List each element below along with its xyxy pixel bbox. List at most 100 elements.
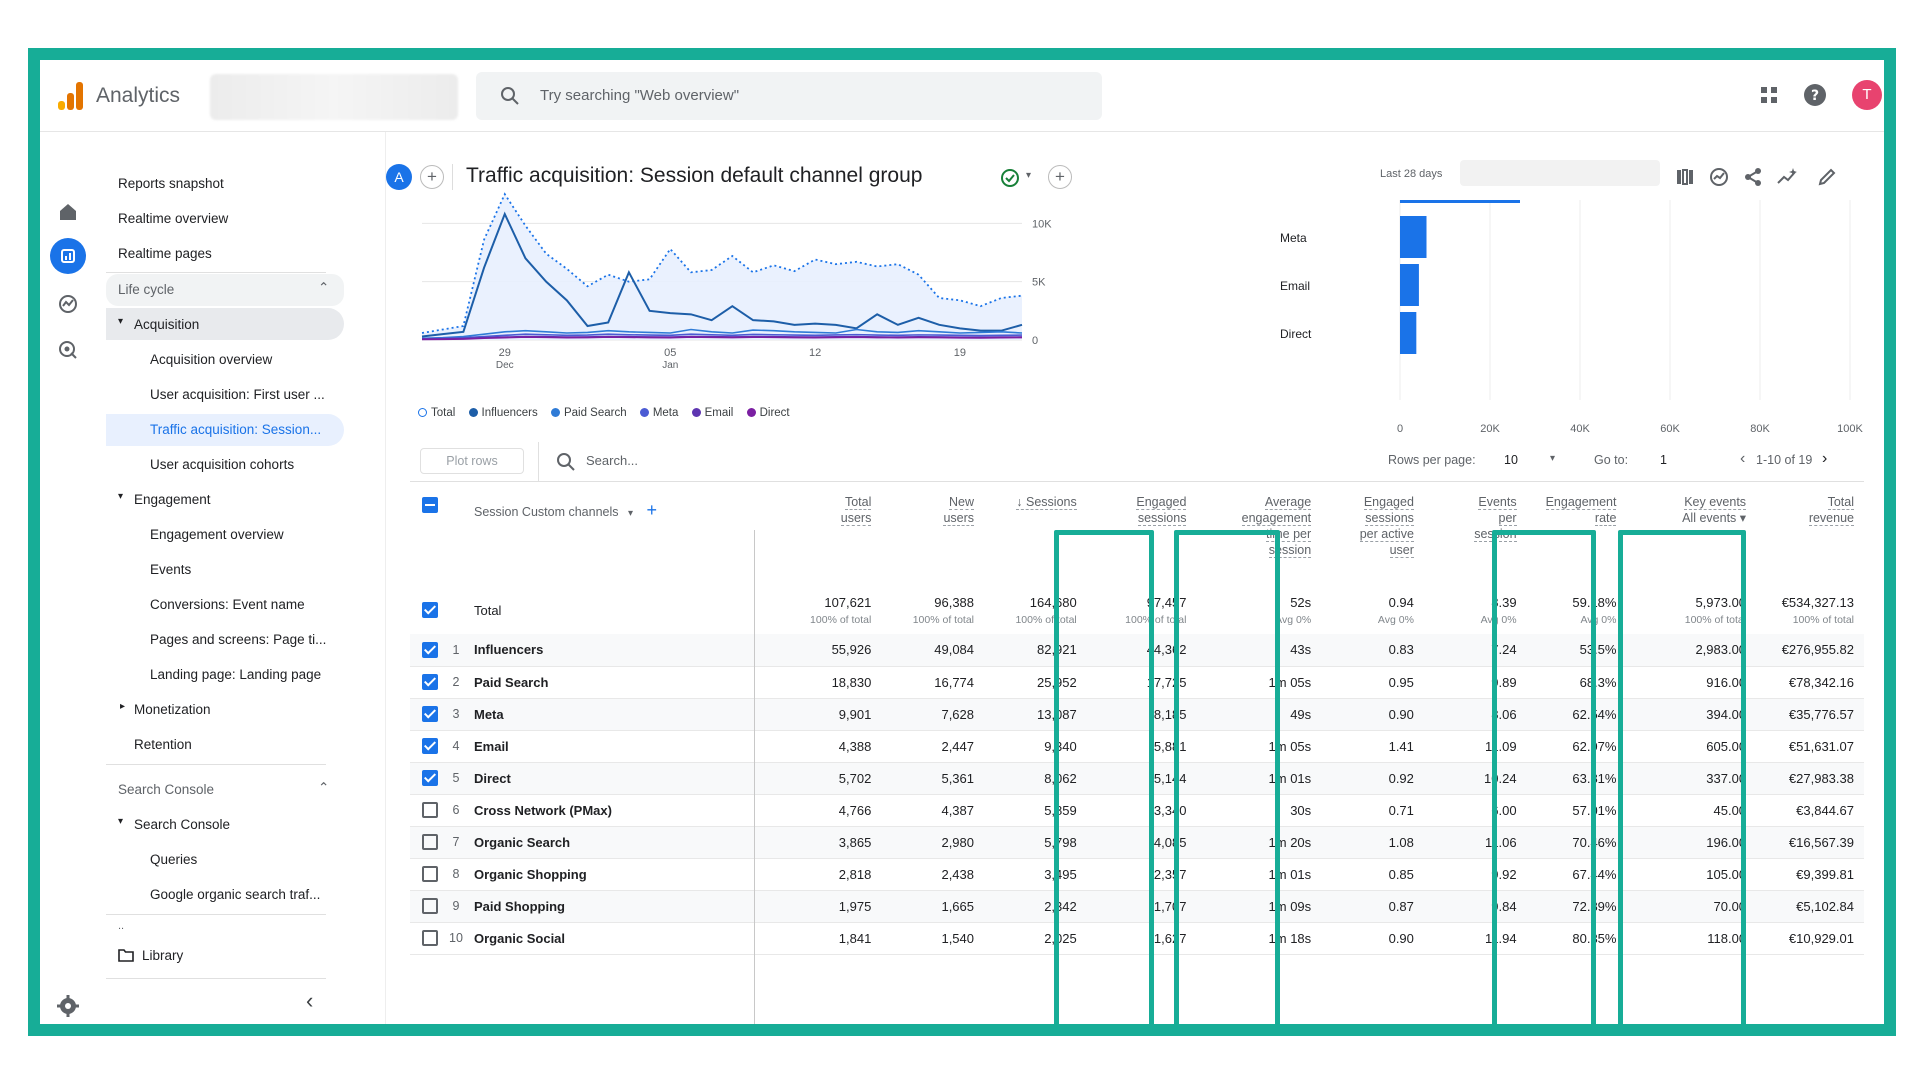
home-icon[interactable] bbox=[54, 198, 82, 226]
sidebar-item-realtime-overview[interactable]: Realtime overview bbox=[118, 211, 229, 226]
row-channel-name[interactable]: Paid Shopping bbox=[473, 890, 779, 923]
lifecycle-section-label[interactable]: Life cycle bbox=[118, 282, 175, 297]
analytics-logo-icon[interactable] bbox=[58, 82, 84, 110]
sidebar-item-traffic-acquisition[interactable]: Traffic acquisition: Session... bbox=[150, 422, 322, 437]
rows-per-page-select[interactable]: 10 bbox=[1504, 453, 1518, 467]
add-dimension-icon[interactable]: + bbox=[646, 500, 658, 520]
collapse-sidebar-icon[interactable]: ‹ bbox=[306, 988, 314, 1013]
row-channel-name[interactable]: Email bbox=[473, 730, 779, 763]
title-dropdown-caret-icon[interactable]: ▾ bbox=[1026, 170, 1032, 181]
chevron-up-icon[interactable]: ⌃ bbox=[318, 780, 330, 795]
legend-total[interactable]: Total bbox=[418, 407, 455, 419]
row-checkbox[interactable] bbox=[422, 674, 438, 691]
legend-paid-search[interactable]: Paid Search bbox=[550, 407, 627, 419]
sidebar-item-monetization[interactable]: Monetization bbox=[134, 702, 211, 717]
sidebar-item-user-acquisition[interactable]: User acquisition: First user ... bbox=[150, 387, 325, 402]
legend-influencers[interactable]: Influencers bbox=[468, 407, 538, 419]
row-channel-name[interactable]: Influencers bbox=[473, 634, 779, 667]
col-sessions[interactable]: ↓ Sessions bbox=[1016, 495, 1077, 510]
verified-check-icon[interactable] bbox=[1000, 168, 1020, 188]
row-channel-name[interactable]: Meta bbox=[473, 698, 779, 731]
sidebar-item-acquisition[interactable]: Acquisition bbox=[134, 317, 200, 332]
sidebar-item-engagement[interactable]: Engagement bbox=[134, 492, 211, 507]
total-checkbox[interactable] bbox=[422, 602, 438, 619]
table-row[interactable]: 10 Organic Social 1,841 1,540 2,025 1,627 1m 1… bbox=[410, 922, 1864, 955]
sidebar-item-conversions[interactable]: Conversions: Event name bbox=[150, 597, 305, 612]
row-checkbox[interactable] bbox=[422, 770, 438, 787]
add-title-item-button[interactable]: + bbox=[1048, 165, 1072, 189]
sidebar-item-events[interactable]: Events bbox=[150, 562, 192, 577]
reports-icon[interactable] bbox=[54, 242, 82, 270]
next-page-icon[interactable]: › bbox=[1822, 450, 1828, 467]
row-channel-name[interactable]: Direct bbox=[473, 762, 779, 795]
bar-email[interactable] bbox=[1400, 264, 1419, 306]
row-checkbox[interactable] bbox=[422, 898, 438, 915]
comparison-chip-a[interactable]: A bbox=[386, 164, 412, 190]
row-channel-name[interactable]: Organic Search bbox=[473, 826, 779, 859]
col-total-users[interactable]: Total users bbox=[840, 495, 872, 526]
date-range-value[interactable] bbox=[1460, 160, 1660, 186]
select-all-checkbox[interactable] bbox=[422, 496, 438, 513]
advertising-icon[interactable] bbox=[54, 336, 82, 364]
search-console-section-label[interactable]: Search Console bbox=[118, 782, 215, 797]
sidebar-item-google-organic-search[interactable]: Google organic search traf... bbox=[150, 887, 321, 902]
sidebar-item-realtime-pages[interactable]: Realtime pages bbox=[118, 246, 212, 261]
row-checkbox[interactable] bbox=[422, 930, 438, 947]
help-icon[interactable]: ? bbox=[1802, 82, 1828, 108]
col-new-users[interactable]: New users bbox=[943, 495, 975, 526]
col-key-events[interactable]: Key events All events ▾ bbox=[1682, 495, 1747, 525]
table-row[interactable]: 4 Email 4,388 2,447 9,340 5,881 1m 05s 1.41 11.0… bbox=[410, 730, 1864, 763]
account-selector[interactable] bbox=[210, 74, 458, 120]
compare-columns-icon[interactable] bbox=[1674, 166, 1696, 188]
rows-per-page-caret-icon[interactable]: ▾ bbox=[1550, 453, 1556, 464]
row-checkbox[interactable] bbox=[422, 866, 438, 883]
dimension-select[interactable]: Session Custom channels bbox=[473, 505, 619, 519]
sidebar-item-reports-snapshot[interactable]: Reports snapshot bbox=[118, 176, 224, 191]
bar-meta[interactable] bbox=[1400, 216, 1427, 258]
legend-meta[interactable]: Meta bbox=[639, 407, 678, 419]
row-channel-name[interactable]: Cross Network (PMax) bbox=[473, 794, 779, 827]
sidebar-item-landing-page[interactable]: Landing page: Landing page bbox=[150, 667, 322, 682]
key-events-filter-select[interactable]: All events ▾ bbox=[1682, 511, 1747, 525]
insights-icon[interactable] bbox=[1708, 166, 1730, 188]
row-channel-name[interactable]: Organic Shopping bbox=[473, 858, 779, 891]
legend-email[interactable]: Email bbox=[691, 407, 733, 419]
settings-gear-icon[interactable] bbox=[54, 992, 82, 1020]
add-comparison-button[interactable]: + bbox=[420, 165, 444, 189]
trend-sparkle-icon[interactable] bbox=[1776, 166, 1798, 188]
chevron-up-icon[interactable]: ⌃ bbox=[318, 280, 330, 295]
explore-icon[interactable] bbox=[54, 290, 82, 318]
edit-pencil-icon[interactable] bbox=[1816, 166, 1838, 188]
caret-down-icon[interactable]: ▾ bbox=[118, 816, 124, 827]
search-input[interactable]: Try searching "Web overview" bbox=[476, 72, 1102, 120]
col-engagement-rate[interactable]: Engagement rate bbox=[1545, 495, 1617, 526]
dimension-caret-icon[interactable]: ▾ bbox=[628, 508, 634, 519]
previous-page-icon[interactable]: ‹ bbox=[1740, 450, 1746, 467]
table-row[interactable]: 8 Organic Shopping 2,818 2,438 3,495 2,357 1m … bbox=[410, 858, 1864, 891]
plot-rows-button[interactable]: Plot rows bbox=[420, 448, 524, 474]
row-channel-name[interactable]: Organic Social bbox=[473, 922, 779, 955]
caret-down-icon[interactable]: ▾ bbox=[118, 316, 124, 327]
sidebar-item-library[interactable]: Library bbox=[142, 948, 184, 963]
goto-input[interactable]: 1 bbox=[1660, 453, 1667, 467]
caret-down-icon[interactable]: ▾ bbox=[118, 491, 124, 502]
legend-direct[interactable]: Direct bbox=[746, 407, 790, 419]
date-range-label[interactable]: Last 28 days bbox=[1380, 168, 1443, 180]
sidebar-item-queries[interactable]: Queries bbox=[150, 852, 198, 867]
table-row[interactable]: 7 Organic Search 3,865 2,980 5,798 4,085 1m 20… bbox=[410, 826, 1864, 859]
row-channel-name[interactable]: Paid Search bbox=[473, 666, 779, 699]
table-row[interactable]: 5 Direct 5,702 5,361 8,062 5,144 1m 01s 0.92 10.… bbox=[410, 762, 1864, 795]
row-checkbox[interactable] bbox=[422, 802, 438, 819]
row-checkbox[interactable] bbox=[422, 738, 438, 755]
col-engaged-sessions[interactable]: Engaged sessions bbox=[1136, 495, 1187, 526]
row-checkbox[interactable] bbox=[422, 642, 438, 659]
table-search-input[interactable]: Search... bbox=[586, 453, 639, 468]
bar-direct[interactable] bbox=[1400, 312, 1417, 354]
table-row[interactable]: 9 Paid Shopping 1,975 1,665 2,342 1,707 1m 09s… bbox=[410, 890, 1864, 923]
sidebar-item-pages-and-screens[interactable]: Pages and screens: Page ti... bbox=[150, 632, 327, 647]
apps-grid-icon[interactable] bbox=[1756, 82, 1782, 108]
col-total-revenue[interactable]: Total revenue bbox=[1808, 495, 1854, 526]
row-checkbox[interactable] bbox=[422, 834, 438, 851]
col-engaged-sessions-per-user[interactable]: Engaged sessions per active user bbox=[1359, 495, 1414, 558]
table-row[interactable]: 3 Meta 9,901 7,628 13,087 8,185 49s 0.90 8.06 62.… bbox=[410, 698, 1864, 731]
